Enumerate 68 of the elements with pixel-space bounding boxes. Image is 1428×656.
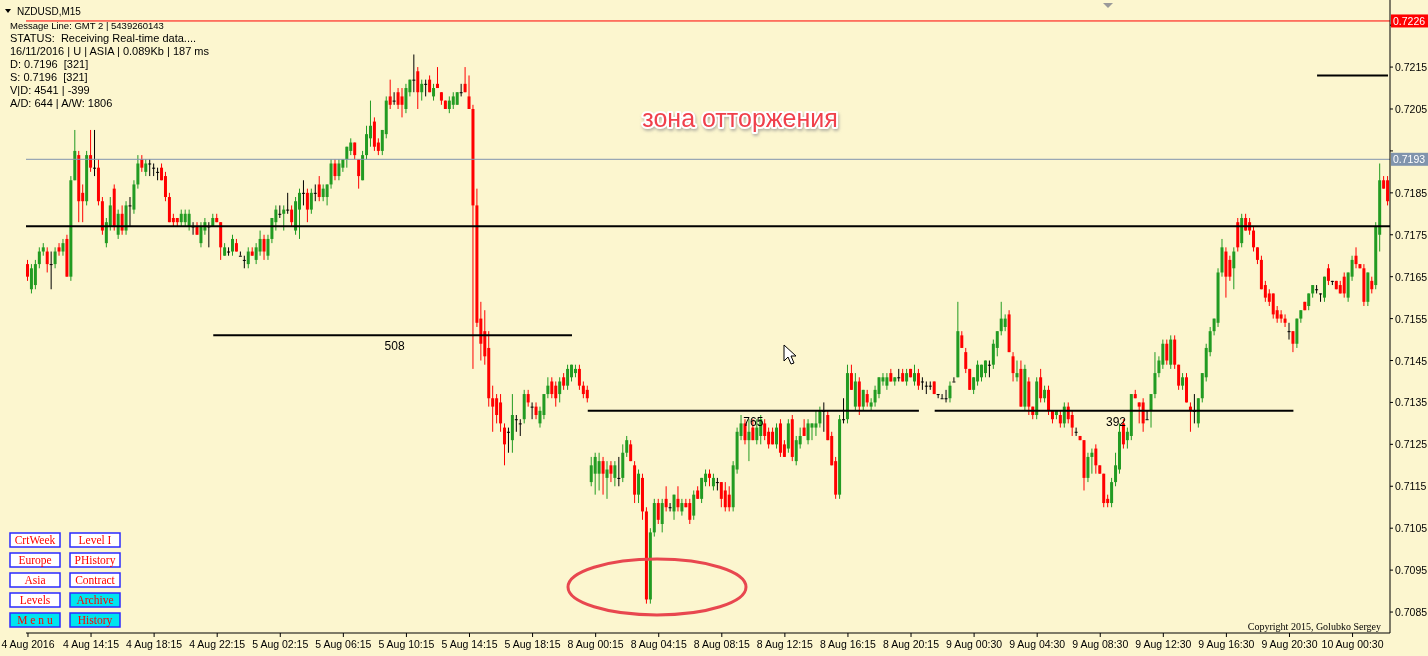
annotation: зона отторжения xyxy=(642,104,838,132)
annotation: Contract xyxy=(75,574,116,586)
button: Contract xyxy=(69,572,121,588)
y-tick-label: 0.7125 xyxy=(1395,438,1428,451)
x-tick-label: 5 Aug 10:15 xyxy=(378,638,435,650)
annotation: Copyright 2015, Golubko Sergey xyxy=(1247,621,1381,632)
x-tick-label: 4 Aug 18:15 xyxy=(126,638,183,650)
y-tick-label: 0.7165 xyxy=(1395,270,1428,283)
annotation: M e n u xyxy=(17,614,53,626)
annotation: Asia xyxy=(24,574,46,586)
y-tick-label: 0.7145 xyxy=(1395,354,1428,367)
x-tick-label: 4 Aug 14:15 xyxy=(63,638,120,650)
annotation: History xyxy=(77,614,113,627)
annotation: Archive xyxy=(76,594,114,606)
y-tick-label: 0.7185 xyxy=(1395,186,1428,199)
x-tick-label: 8 Aug 12:15 xyxy=(756,638,814,650)
y-tick-label: 0.7095 xyxy=(1395,564,1428,577)
annotation: D: 0.7196 [321] xyxy=(10,58,89,70)
y-tick-label: 0.7115 xyxy=(1395,480,1427,493)
x-tick-label: 9 Aug 20:30 xyxy=(1261,638,1318,650)
x-tick-label: 4 Aug 22:15 xyxy=(189,638,246,650)
y-tick-label: 0.7135 xyxy=(1395,396,1428,409)
x-tick-label: 8 Aug 04:15 xyxy=(630,638,687,650)
price-tag: 0.7226 xyxy=(1391,14,1428,28)
annotation: Message Line: GMT 2 | 5439260143 xyxy=(10,20,164,31)
x-tick-label: 5 Aug 02:15 xyxy=(252,638,309,650)
annotation: Level I xyxy=(78,534,112,546)
button: Europe xyxy=(9,552,61,568)
annotation: V|D: 4541 | -399 xyxy=(10,84,90,96)
button: CrtWeek xyxy=(9,532,61,548)
button: PHistory xyxy=(69,552,121,568)
x-tick-label: 8 Aug 16:15 xyxy=(819,638,877,650)
annotation: Levels xyxy=(19,594,51,606)
x-tick-label: 8 Aug 00:15 xyxy=(567,638,624,650)
x-tick-label: 9 Aug 04:30 xyxy=(1009,638,1066,650)
button: M e n u xyxy=(9,612,61,628)
x-tick-label: 5 Aug 18:15 xyxy=(504,638,561,650)
button: History xyxy=(69,612,121,628)
button: Levels xyxy=(9,592,61,608)
text: NZDUSD,M15 xyxy=(17,6,82,17)
x-tick-label: 9 Aug 16:30 xyxy=(1198,638,1255,650)
x-tick-label: 10 Aug 00:30 xyxy=(1321,638,1384,650)
y-tick-label: 0.7155 xyxy=(1395,312,1428,325)
button: Level I xyxy=(69,532,121,548)
annotation: Europe xyxy=(18,554,52,567)
y-tick-label: 0.7205 xyxy=(1395,102,1428,115)
y-tick-label: 0.7085 xyxy=(1395,606,1428,619)
annotation: A/D: 644 | A/W: 1806 xyxy=(10,97,113,109)
annotation: 16/11/2016 | U | ASIA | 0.089Kb | 187 ms xyxy=(10,45,210,57)
x-tick-label: 5 Aug 06:15 xyxy=(315,638,372,650)
x-tick-label: 8 Aug 08:15 xyxy=(693,638,750,650)
x-tick-label: 4 Aug 2016 xyxy=(1,638,55,650)
annotation: PHistory xyxy=(74,554,116,567)
annotation: STATUS: Receiving Real-time data.... xyxy=(10,32,197,44)
x-tick-label: 8 Aug 20:15 xyxy=(882,638,940,650)
x-tick-label: 9 Aug 08:30 xyxy=(1072,638,1129,650)
x-tick-label: 9 Aug 00:30 xyxy=(946,638,1003,650)
series-label: 508 xyxy=(384,339,405,354)
x-tick-label: 5 Aug 14:15 xyxy=(441,638,498,650)
y-tick-label: 0.7105 xyxy=(1395,522,1428,535)
y-tick-label: 0.7215 xyxy=(1395,61,1428,74)
button: Asia xyxy=(9,572,61,588)
annotation: CrtWeek xyxy=(14,534,56,546)
x-tick-label: 9 Aug 12:30 xyxy=(1135,638,1192,650)
y-tick-label: 0.7175 xyxy=(1395,228,1428,241)
price-tag: 0.7193 xyxy=(1391,152,1428,166)
annotation: S: 0.7196 [321] xyxy=(10,71,88,83)
button: Archive xyxy=(69,592,121,608)
